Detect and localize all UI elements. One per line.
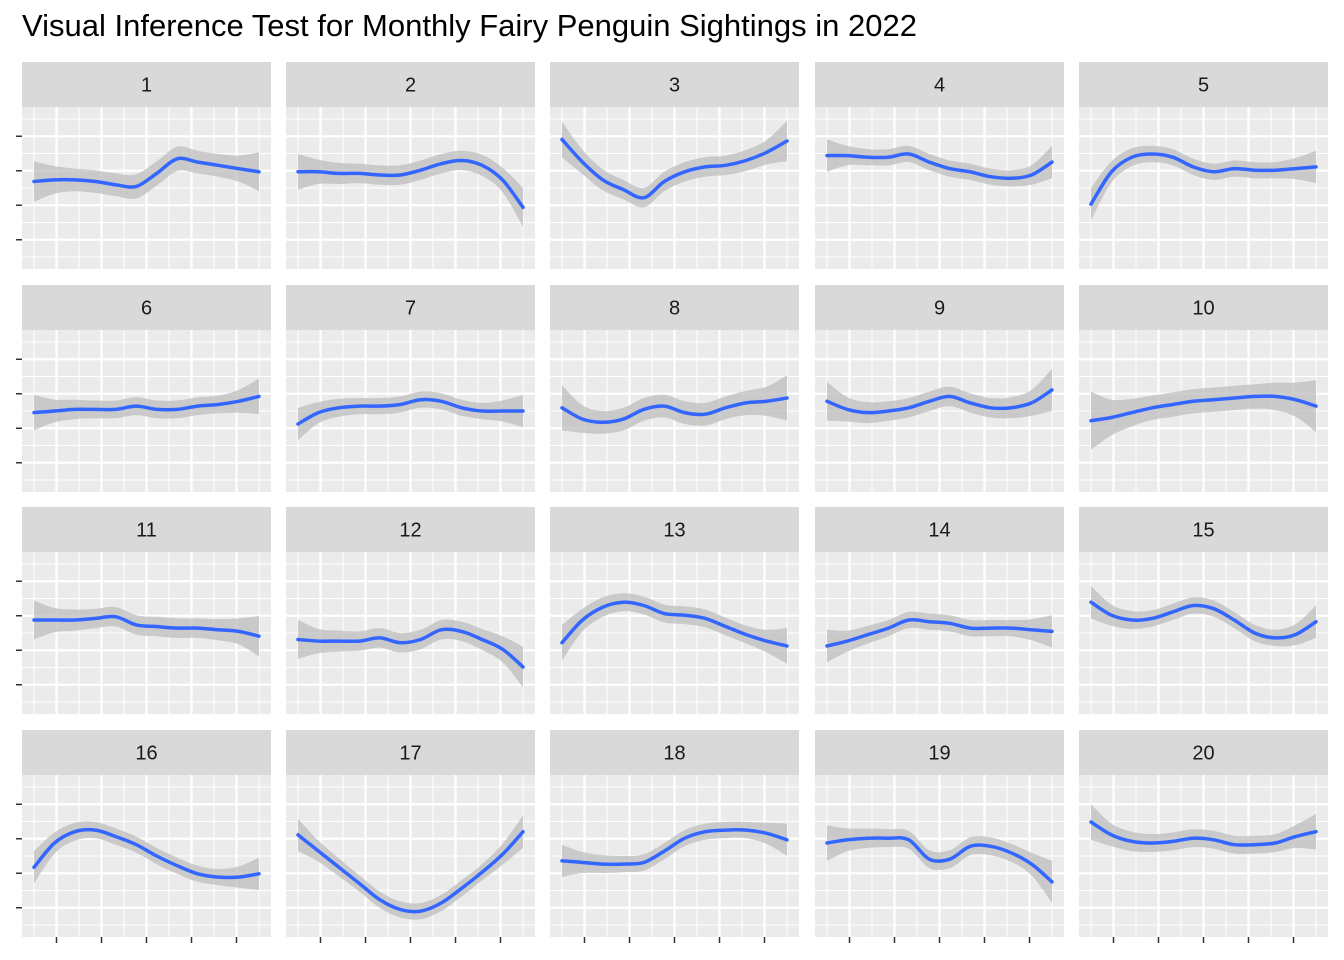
facet-strip-label: 20 bbox=[1192, 743, 1214, 765]
smooth-line bbox=[560, 396, 789, 425]
facet-strip-label: 3 bbox=[669, 75, 680, 97]
facet-panel-6: 6 bbox=[16, 285, 271, 492]
smooth-line bbox=[560, 600, 789, 648]
facet-strip bbox=[22, 730, 271, 775]
facet-panel-10: 10 bbox=[1079, 285, 1328, 492]
facet-strip bbox=[22, 62, 271, 107]
facet-strip bbox=[286, 62, 535, 107]
smooth-line bbox=[296, 829, 525, 914]
facet-panel-9: 9 bbox=[815, 285, 1064, 492]
facet-strip-label: 5 bbox=[1198, 75, 1209, 97]
smooth-line bbox=[32, 827, 261, 880]
facet-strip bbox=[22, 285, 271, 330]
facet-strip bbox=[815, 507, 1064, 552]
facet-panel-19: 19 bbox=[815, 730, 1064, 943]
facet-strip bbox=[815, 62, 1064, 107]
facet-panel-12: 12 bbox=[286, 507, 535, 714]
facet-panel-13: 13 bbox=[550, 507, 799, 714]
facet-strip-label: 19 bbox=[928, 743, 950, 765]
confidence-ribbon bbox=[298, 619, 523, 688]
facet-panel-4: 4 bbox=[815, 62, 1064, 269]
facet-strip bbox=[550, 730, 799, 775]
facet-panel-5: 5 bbox=[1079, 62, 1328, 269]
facet-strip bbox=[1079, 285, 1328, 330]
facet-strip-label: 4 bbox=[934, 75, 945, 97]
facet-strip-label: 6 bbox=[141, 298, 152, 320]
smooth-line bbox=[825, 152, 1054, 181]
smooth-line bbox=[1089, 600, 1318, 640]
facet-strip-label: 18 bbox=[663, 743, 685, 765]
facet-panel-7: 7 bbox=[286, 285, 535, 492]
facet-strip bbox=[286, 285, 535, 330]
confidence-ribbon bbox=[34, 378, 259, 431]
confidence-ribbon bbox=[298, 391, 523, 441]
confidence-ribbon bbox=[827, 139, 1052, 187]
facet-strip-label: 10 bbox=[1192, 298, 1214, 320]
facet-panel-1: 1 bbox=[16, 62, 271, 269]
facet-strip-label: 13 bbox=[663, 520, 685, 542]
smooth-line bbox=[560, 137, 789, 200]
smooth-line bbox=[1089, 152, 1318, 206]
facet-strip bbox=[550, 285, 799, 330]
facet-strip bbox=[550, 507, 799, 552]
smooth-line bbox=[296, 627, 525, 669]
facet-strip bbox=[550, 62, 799, 107]
facet-panel-14: 14 bbox=[815, 507, 1064, 714]
smooth-line bbox=[825, 836, 1054, 884]
facet-panel-17: 17 bbox=[286, 730, 535, 943]
facet-strip bbox=[1079, 507, 1328, 552]
smooth-line bbox=[296, 397, 525, 426]
facet-strip-label: 14 bbox=[928, 520, 950, 542]
smooth-line bbox=[560, 828, 789, 867]
facet-panel-18: 18 bbox=[550, 730, 799, 943]
smooth-line bbox=[32, 614, 261, 638]
facet-strip-label: 9 bbox=[934, 298, 945, 320]
facet-panel-20: 20 bbox=[1079, 730, 1328, 943]
facet-strip-label: 2 bbox=[405, 75, 416, 97]
smooth-line bbox=[825, 618, 1054, 648]
confidence-ribbon bbox=[34, 600, 259, 657]
confidence-ribbon bbox=[827, 825, 1052, 903]
facet-panel-8: 8 bbox=[550, 285, 799, 492]
facet-strip-label: 16 bbox=[135, 743, 157, 765]
facet-strip-label: 1 bbox=[141, 75, 152, 97]
facet-panel-15: 15 bbox=[1079, 507, 1328, 714]
smooth-line bbox=[1089, 394, 1318, 423]
facet-panel-2: 2 bbox=[286, 62, 535, 269]
facet-strip bbox=[1079, 730, 1328, 775]
facet-strip bbox=[1079, 62, 1328, 107]
confidence-ribbon bbox=[34, 146, 259, 202]
facet-strip-label: 12 bbox=[399, 520, 421, 542]
smooth-line bbox=[1089, 820, 1318, 847]
facet-panel-11: 11 bbox=[16, 507, 271, 714]
confidence-ribbon bbox=[562, 593, 787, 664]
smooth-line bbox=[32, 156, 261, 189]
confidence-ribbon bbox=[827, 611, 1052, 663]
facet-strip bbox=[22, 507, 271, 552]
facet-strip bbox=[286, 730, 535, 775]
facet-strip bbox=[815, 730, 1064, 775]
confidence-ribbon bbox=[298, 815, 523, 920]
confidence-ribbon bbox=[1091, 586, 1316, 647]
facet-strip bbox=[286, 507, 535, 552]
facet-strip-label: 17 bbox=[399, 743, 421, 765]
page-title: Visual Inference Test for Monthly Fairy … bbox=[22, 8, 917, 43]
confidence-ribbon bbox=[298, 150, 523, 227]
facet-strip-label: 15 bbox=[1192, 520, 1214, 542]
confidence-ribbon bbox=[34, 821, 259, 890]
facet-panel-16: 16 bbox=[16, 730, 271, 943]
facet-strip-label: 7 bbox=[405, 298, 416, 320]
smooth-line bbox=[825, 388, 1054, 415]
facet-panel-3: 3 bbox=[550, 62, 799, 269]
confidence-ribbon bbox=[1091, 145, 1316, 221]
smooth-line bbox=[296, 158, 525, 210]
facet-strip bbox=[815, 285, 1064, 330]
facet-strip-label: 11 bbox=[136, 520, 157, 542]
facet-strip-label: 8 bbox=[669, 298, 680, 320]
smooth-line bbox=[32, 394, 261, 415]
